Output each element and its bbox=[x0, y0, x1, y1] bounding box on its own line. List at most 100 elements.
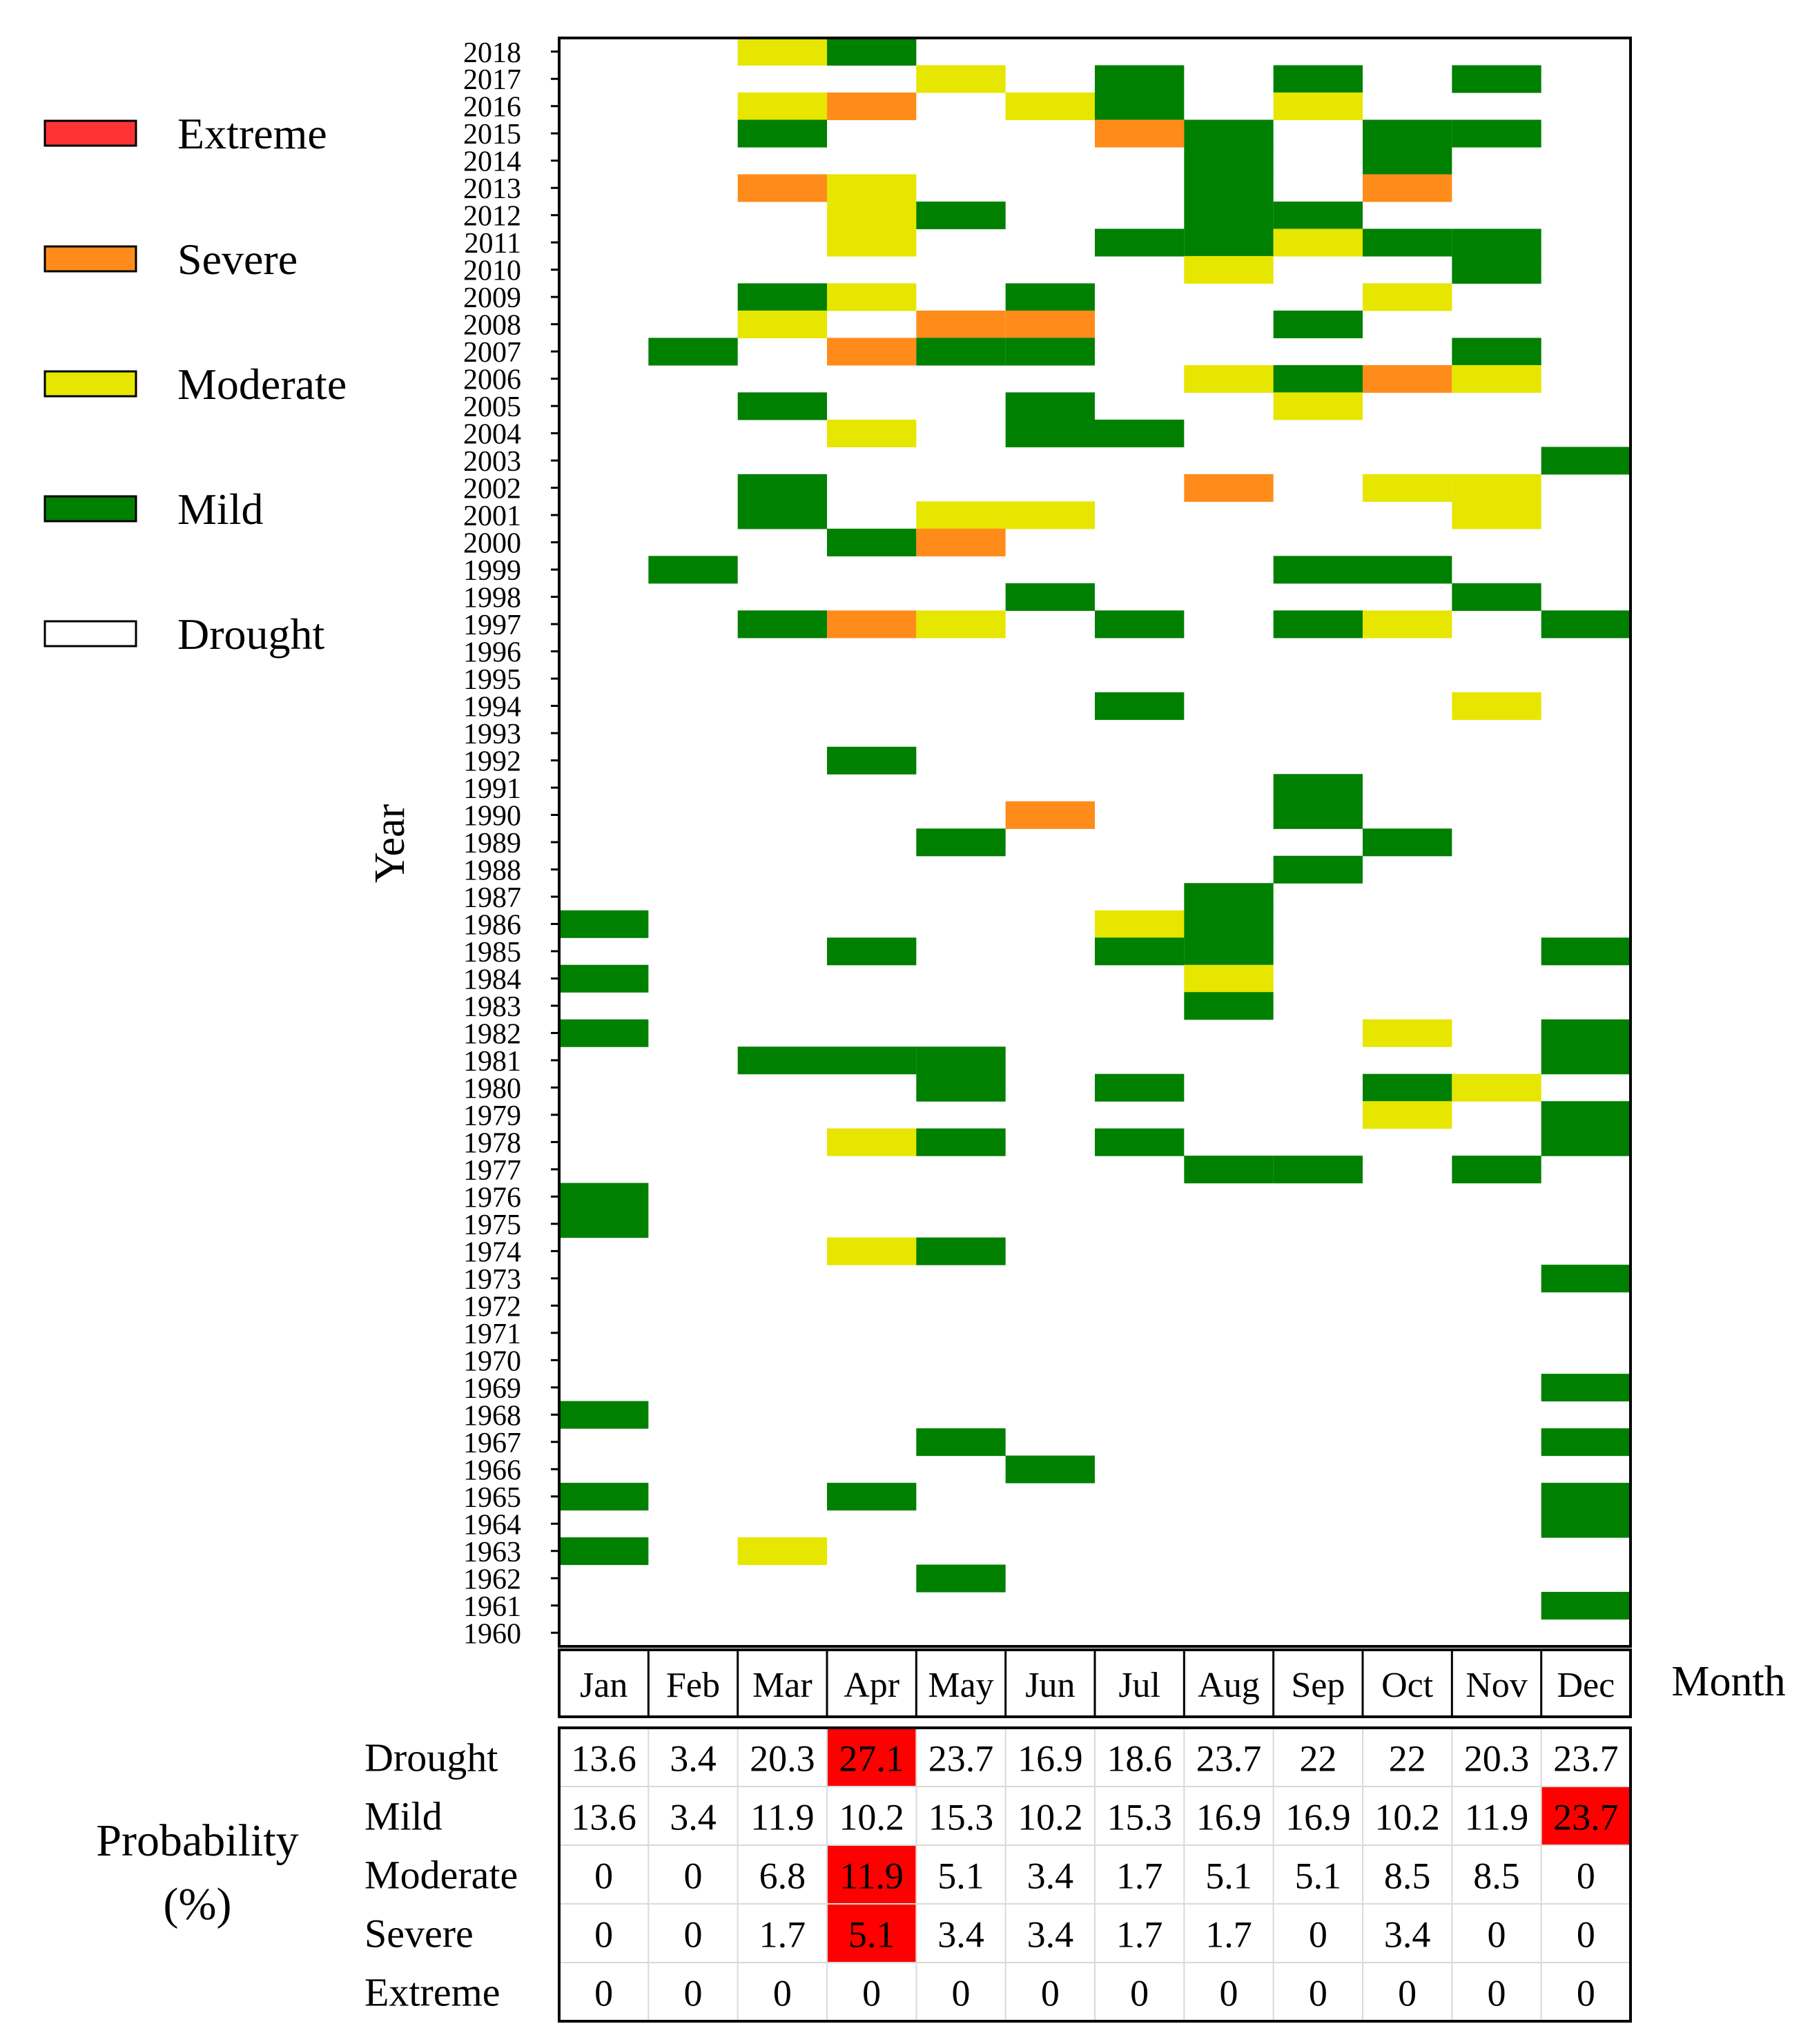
heatmap-cell-1985-jul-mild bbox=[1095, 937, 1185, 966]
year-label-1996: 1996 bbox=[463, 637, 521, 669]
prob-value-severe-apr: 5.1 bbox=[848, 1914, 895, 1956]
heatmap-cell-1968-jan-mild bbox=[559, 1401, 649, 1429]
heatmap-cell-1979-dec-mild bbox=[1541, 1101, 1631, 1129]
heatmap-cell-2016-sep-moderate bbox=[1273, 92, 1363, 121]
heatmap-cell-2007-apr-severe bbox=[827, 338, 917, 366]
heatmap-cell-2002-nov-moderate bbox=[1452, 474, 1541, 502]
year-label-1965: 1965 bbox=[463, 1482, 521, 1514]
year-label-1984: 1984 bbox=[463, 964, 521, 995]
year-label-2006: 2006 bbox=[463, 364, 521, 396]
heatmap-cell-2009-jun-mild bbox=[1005, 283, 1095, 311]
prob-value-extreme-may: 0 bbox=[952, 1973, 971, 2014]
prob-row-label-extreme: Extreme bbox=[364, 1970, 500, 2015]
heatmap-cell-1978-dec-mild bbox=[1541, 1128, 1631, 1156]
heatmap-cell-1997-dec-mild bbox=[1541, 610, 1631, 639]
heatmap-cell-2010-aug-moderate bbox=[1184, 255, 1274, 284]
legend: Extreme Severe Moderate Mild Drought bbox=[43, 109, 347, 659]
heatmap-cell-1989-may-mild bbox=[916, 828, 1006, 857]
prob-value-drought-oct: 22 bbox=[1389, 1738, 1426, 1780]
year-label-1962: 1962 bbox=[463, 1564, 521, 1595]
prob-value-drought-feb: 3.4 bbox=[670, 1738, 717, 1780]
prob-value-severe-aug: 1.7 bbox=[1205, 1914, 1252, 1956]
heatmap-cell-1991-sep-mild bbox=[1273, 774, 1363, 802]
heatmap-cell-1978-apr-moderate bbox=[827, 1128, 917, 1156]
heatmap-cell-2009-oct-moderate bbox=[1363, 283, 1452, 311]
prob-value-mild-dec: 23.7 bbox=[1553, 1797, 1619, 1838]
year-label-2002: 2002 bbox=[463, 474, 521, 505]
heatmap-cell-1984-jan-mild bbox=[559, 964, 649, 993]
heatmap-cell-1981-may-mild bbox=[916, 1047, 1006, 1075]
heatmap-cell-1975-jan-mild bbox=[559, 1210, 649, 1238]
heatmap-cell-2008-jun-severe bbox=[1005, 310, 1095, 339]
prob-value-mild-jun: 10.2 bbox=[1018, 1797, 1083, 1838]
heatmap-cell-1984-aug-moderate bbox=[1184, 964, 1274, 993]
heatmap-cell-1963-jan-mild bbox=[559, 1537, 649, 1566]
heatmap-cell-2001-jun-moderate bbox=[1005, 501, 1095, 529]
heatmap-cell-1999-sep-mild bbox=[1273, 556, 1363, 584]
heatmap-cell-2002-mar-mild bbox=[737, 474, 827, 502]
prob-row-label-drought: Drought bbox=[364, 1735, 498, 1780]
prob-row-label-severe: Severe bbox=[364, 1911, 474, 1956]
heatmap-cell-2016-jul-mild bbox=[1095, 92, 1185, 121]
heatmap-cell-2000-apr-mild bbox=[827, 528, 917, 556]
prob-value-mild-jul: 15.3 bbox=[1107, 1797, 1172, 1838]
x-axis-label: Month bbox=[1671, 1658, 1785, 1705]
legend-label-moderate: Moderate bbox=[177, 360, 347, 409]
heatmap-cell-2018-apr-mild bbox=[827, 38, 917, 66]
heatmap-cell-2017-nov-mild bbox=[1452, 65, 1541, 93]
heatmap-cell-1969-dec-mild bbox=[1541, 1374, 1631, 1402]
year-label-1969: 1969 bbox=[463, 1373, 521, 1405]
prob-value-drought-sep: 22 bbox=[1299, 1738, 1336, 1780]
legend-label-severe: Severe bbox=[177, 235, 298, 284]
month-label-may: May bbox=[928, 1666, 993, 1705]
heatmap-cell-2013-apr-moderate bbox=[827, 174, 917, 202]
heatmap-cell-2016-apr-severe bbox=[827, 92, 917, 121]
heatmap-cell-2008-sep-mild bbox=[1273, 310, 1363, 339]
heatmap-cell-1964-dec-mild bbox=[1541, 1510, 1631, 1538]
prob-value-extreme-jan: 0 bbox=[594, 1973, 613, 2014]
heatmap-cell-2017-may-moderate bbox=[916, 65, 1006, 93]
heatmap-cell-1994-jul-mild bbox=[1095, 692, 1185, 720]
heatmap-cell-2003-dec-mild bbox=[1541, 447, 1631, 475]
prob-value-severe-jul: 1.7 bbox=[1116, 1914, 1163, 1956]
year-label-1976: 1976 bbox=[463, 1182, 521, 1214]
heatmap-cell-2011-sep-moderate bbox=[1273, 228, 1363, 257]
heatmap-cell-1980-nov-moderate bbox=[1452, 1073, 1541, 1102]
month-label-jul: Jul bbox=[1118, 1666, 1160, 1705]
heatmap-cell-1986-aug-mild bbox=[1184, 910, 1274, 938]
prob-value-moderate-sep: 5.1 bbox=[1295, 1856, 1342, 1897]
heatmap-cell-2011-aug-mild bbox=[1184, 228, 1274, 257]
prob-value-moderate-jul: 1.7 bbox=[1116, 1856, 1163, 1897]
year-label-1981: 1981 bbox=[463, 1046, 521, 1078]
heatmap-cell-2001-may-moderate bbox=[916, 501, 1006, 529]
heatmap-cell-1982-jan-mild bbox=[559, 1019, 649, 1047]
heatmap-cell-1978-jul-mild bbox=[1095, 1128, 1185, 1156]
y-axis-label: Year bbox=[367, 804, 413, 884]
heatmap-cell-1974-may-mild bbox=[916, 1237, 1006, 1265]
heatmap-cell-1974-apr-moderate bbox=[827, 1237, 917, 1265]
month-label-mar: Mar bbox=[752, 1666, 812, 1705]
year-label-2007: 2007 bbox=[463, 337, 521, 369]
legend-label-drought: Drought bbox=[177, 610, 325, 659]
heatmap-cell-1997-may-moderate bbox=[916, 610, 1006, 639]
heatmap-cell-1973-dec-mild bbox=[1541, 1265, 1631, 1293]
heatmap-cell-2007-nov-mild bbox=[1452, 338, 1541, 366]
year-label-1987: 1987 bbox=[463, 882, 521, 914]
heatmap-cell-2013-oct-severe bbox=[1363, 174, 1452, 202]
heatmap-cell-1997-apr-severe bbox=[827, 610, 917, 639]
year-label-1988: 1988 bbox=[463, 855, 521, 886]
heatmap-cell-1980-may-mild bbox=[916, 1073, 1006, 1102]
year-label-2017: 2017 bbox=[463, 64, 521, 96]
heatmap-cell-2012-aug-mild bbox=[1184, 201, 1274, 230]
heatmap-cell-1997-oct-moderate bbox=[1363, 610, 1452, 639]
year-label-1961: 1961 bbox=[463, 1591, 521, 1623]
heatmap-cell-1986-jul-moderate bbox=[1095, 910, 1185, 938]
heatmap-cell-2007-feb-mild bbox=[648, 338, 738, 366]
heatmap-cell-2015-jul-severe bbox=[1095, 119, 1185, 148]
month-label-aug: Aug bbox=[1198, 1666, 1260, 1705]
heatmap-cell-2016-mar-moderate bbox=[737, 92, 827, 121]
heatmap-cell-1977-aug-mild bbox=[1184, 1156, 1274, 1184]
prob-value-moderate-aug: 5.1 bbox=[1205, 1856, 1252, 1897]
year-label-1993: 1993 bbox=[463, 719, 521, 750]
heatmap-cell-1963-mar-moderate bbox=[737, 1537, 827, 1566]
